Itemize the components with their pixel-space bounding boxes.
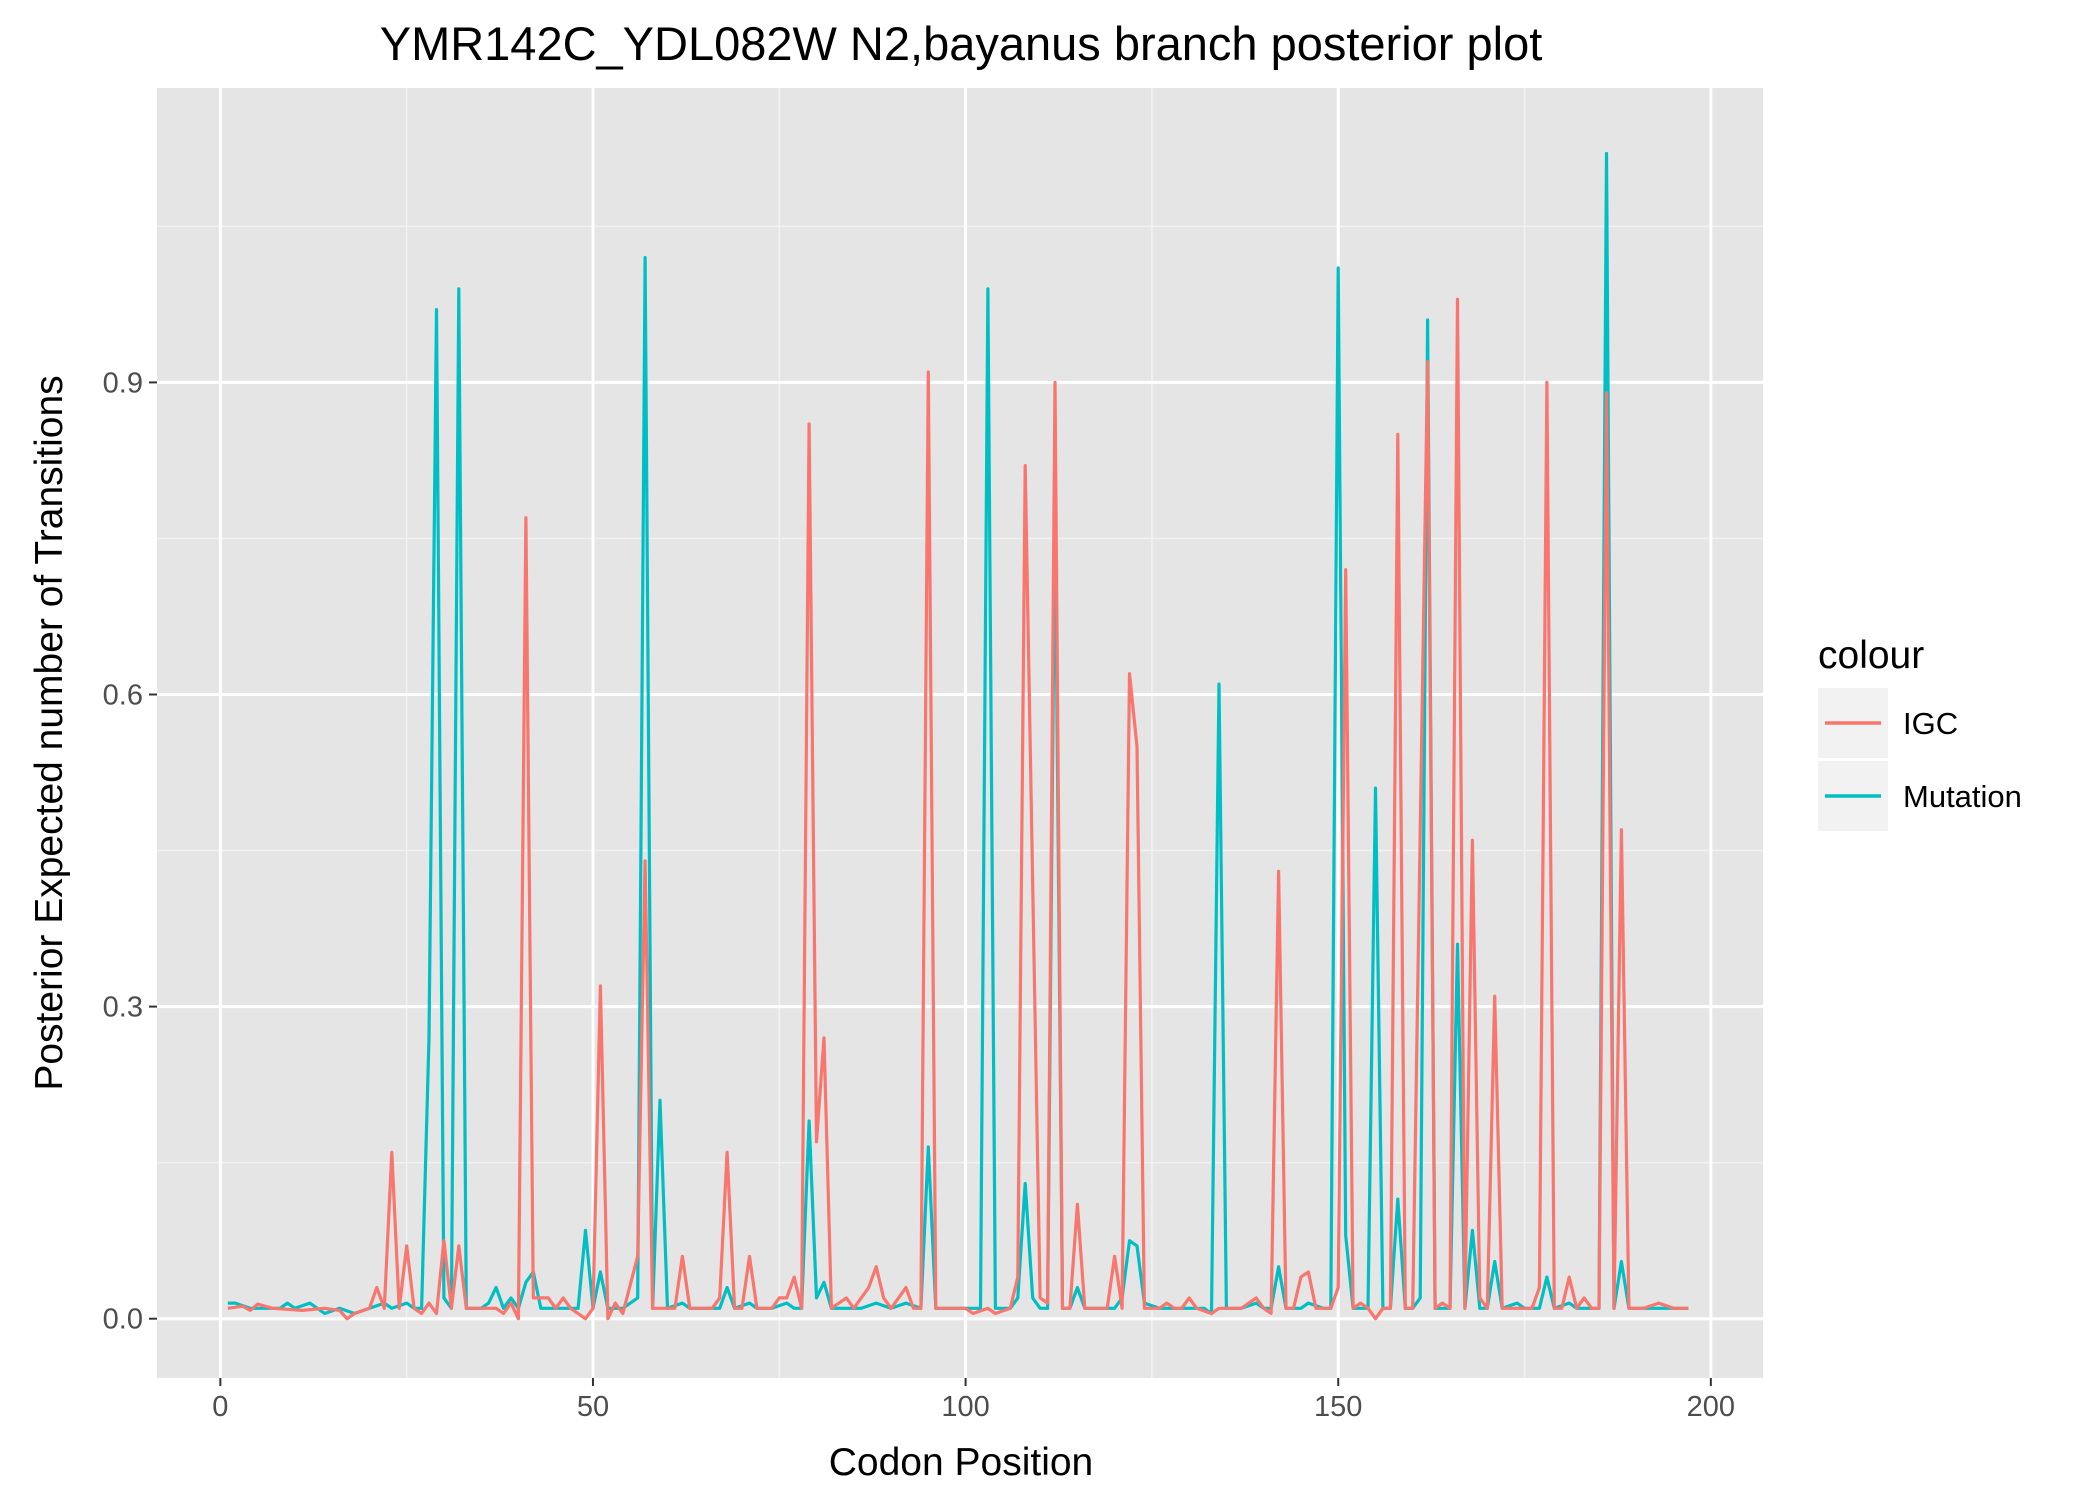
y-axis-title: Posterior Expected number of Transitions [28,375,71,1090]
y-tick-label: 0.0 [103,1304,143,1336]
legend: colour IGC Mutation [1818,634,2022,831]
y-tick-label: 0.6 [103,680,143,712]
x-axis: 0 50 100 150 200 [212,1378,1735,1423]
x-tick-label: 50 [577,1391,609,1423]
chart-title: YMR142C_YDL082W N2,bayanus branch poster… [380,17,1543,70]
y-axis: 0.0 0.3 0.6 0.9 [103,367,157,1336]
legend-label-igc: IGC [1903,706,1958,741]
y-tick-label: 0.9 [103,367,143,399]
x-tick-label: 100 [941,1391,989,1423]
x-tick-label: 200 [1687,1391,1735,1423]
series-line-igc [227,297,1689,1321]
legend-title: colour [1818,634,1924,677]
series-layer [227,151,1689,1321]
plot-panel [157,88,1763,1378]
x-axis-title: Codon Position [829,1441,1094,1484]
legend-label-mutation: Mutation [1903,779,2022,814]
series-line-mutation [227,151,1689,1316]
y-tick-label: 0.3 [103,992,143,1024]
x-tick-label: 150 [1314,1391,1362,1423]
x-tick-label: 0 [212,1391,228,1423]
